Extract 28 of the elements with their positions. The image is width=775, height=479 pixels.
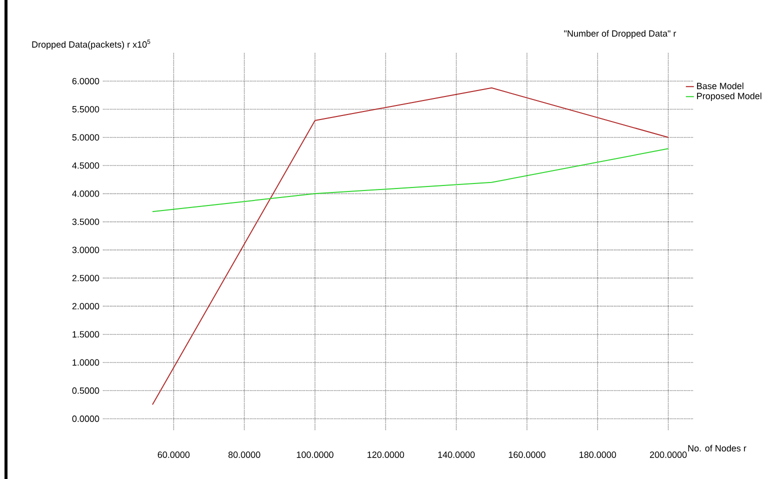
line-series xyxy=(152,148,669,212)
y-tick-label: 4.0000 xyxy=(72,190,100,197)
x-tick-label: 100.0000 xyxy=(296,452,334,458)
x-tick-label: 120.0000 xyxy=(368,452,404,458)
y-tick-label: 5.5000 xyxy=(72,106,100,112)
x-axis-title: No. of Nodes r xyxy=(688,444,746,452)
y-axis-title: Dropped Data(packets) r x10$^{5}$ xyxy=(32,40,150,50)
y-tick-label: 3.5000 xyxy=(72,218,100,225)
y-tick-label: 3.0000 xyxy=(72,246,100,254)
legend-label: Proposed Model xyxy=(697,92,762,101)
y-tick-label: 0.5000 xyxy=(72,387,100,394)
line-series xyxy=(152,87,669,406)
y-tick-label: 1.5000 xyxy=(72,331,100,338)
chart-title: "Number of Dropped Data" r xyxy=(564,30,676,38)
x-tick-label: 80.0000 xyxy=(228,452,260,458)
y-tick-label: 4.5000 xyxy=(72,162,100,169)
x-tick-label: 160.0000 xyxy=(508,452,546,458)
y-tick-label: 0.0000 xyxy=(72,416,100,422)
y-tick-label: 5.0000 xyxy=(72,134,100,141)
x-tick-label: 200.0000 xyxy=(650,452,687,458)
x-tick-label: 180.0000 xyxy=(580,452,616,458)
x-tick-label: 60.0000 xyxy=(158,452,190,458)
x-tick-label: 140.0000 xyxy=(438,452,475,458)
legend-label: Base Model xyxy=(697,82,744,90)
y-tick-label: 2.0000 xyxy=(72,303,100,310)
y-tick-label: 1.0000 xyxy=(72,359,100,366)
y-tick-label: 6.0000 xyxy=(72,78,100,84)
y-tick-label: 2.5000 xyxy=(72,274,100,282)
